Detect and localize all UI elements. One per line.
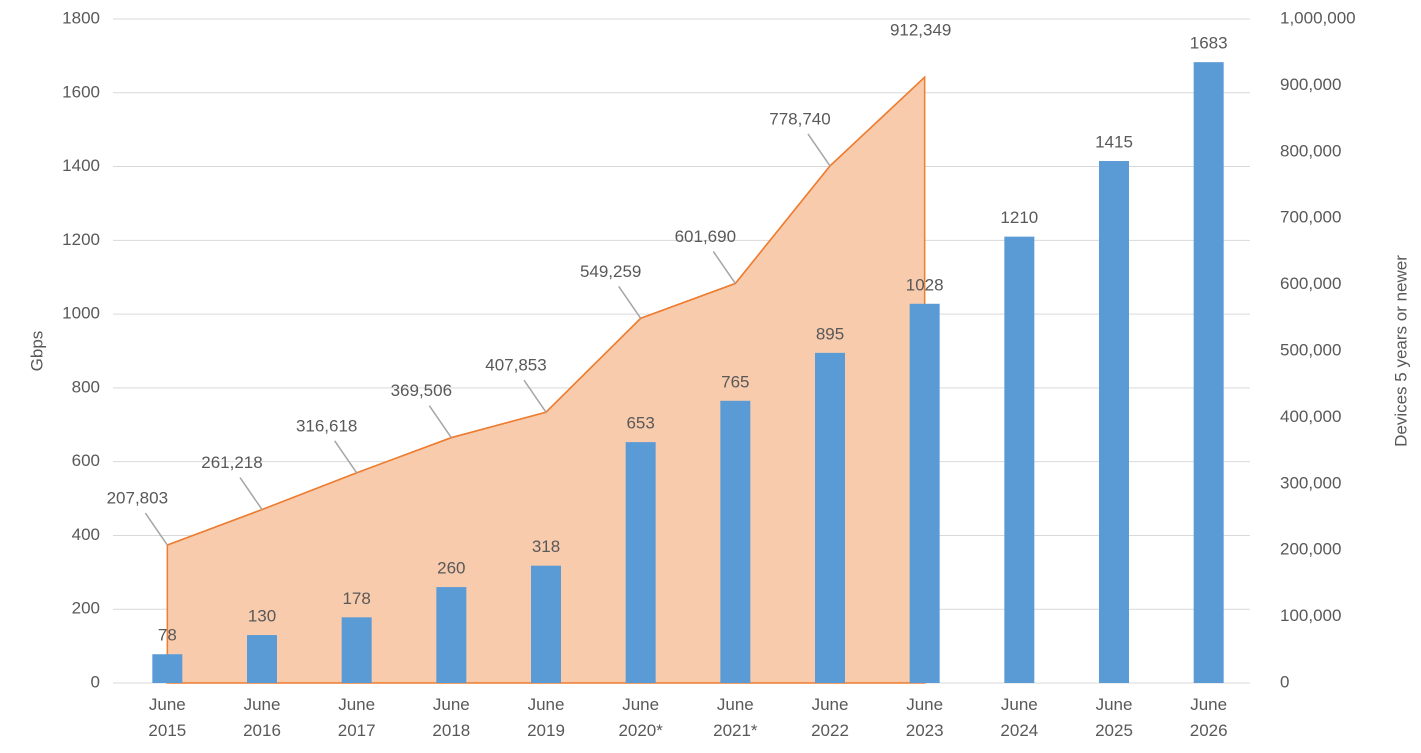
y2-tick-label: 200,000 <box>1280 540 1341 559</box>
leader-line <box>523 379 547 413</box>
y2-tick-label: 500,000 <box>1280 340 1341 359</box>
bar <box>341 617 372 683</box>
x-tick-label: June 2023 <box>906 695 944 740</box>
leader-line <box>239 477 263 510</box>
y2-tick-label: 1,000,000 <box>1280 8 1356 27</box>
y2-tick-label: 900,000 <box>1280 75 1341 94</box>
area-value-label: 778,740 <box>769 109 830 128</box>
y-tick-label: 1600 <box>62 82 100 101</box>
bar-value-label: 130 <box>248 607 276 626</box>
bar <box>247 635 277 683</box>
bar-value-label: 318 <box>532 537 560 556</box>
y2-tick-label: 400,000 <box>1280 407 1341 426</box>
bar-value-label: 1683 <box>1190 34 1228 53</box>
y2-tick-label: 800,000 <box>1280 141 1341 160</box>
labels-layer: 0 200 400 600 800 1000 1200 1400 1600 1800 0 100,00… <box>62 8 1355 740</box>
leader-line <box>144 512 168 546</box>
bar-value-label: 765 <box>721 372 749 391</box>
area-value-label: 407,853 <box>485 356 546 375</box>
x-tick-label: June 2015 <box>148 695 186 740</box>
leader-line <box>334 440 358 474</box>
x-tick-label: June 2019 <box>527 695 565 740</box>
y-axis-title: Gbps <box>27 331 46 372</box>
bar-value-label: 1415 <box>1095 133 1133 152</box>
y2-axis-title: Devices 5 years or newer <box>1391 255 1410 447</box>
bar <box>1004 236 1035 683</box>
area-value-label: 549,259 <box>580 262 641 281</box>
bar-value-label: 1210 <box>1000 208 1038 227</box>
bar-value-label: 178 <box>342 589 370 608</box>
x-tick-label: June 2020* <box>618 695 663 740</box>
leader-line <box>712 251 736 284</box>
area-value-label: 369,506 <box>391 381 452 400</box>
x-tick-label: June 2022 <box>811 695 849 740</box>
area-value-label: 261,218 <box>201 453 262 472</box>
bar <box>1193 62 1224 684</box>
y2-tick-label: 600,000 <box>1280 274 1341 293</box>
y2-tick-label: 300,000 <box>1280 473 1341 492</box>
y-tick-label: 1000 <box>62 304 100 323</box>
x-tick-label: June 2021* <box>713 695 758 740</box>
y2-tick-label: 0 <box>1280 672 1289 691</box>
y-tick-label: 200 <box>72 599 100 618</box>
bar-value-label: 653 <box>626 414 654 433</box>
bars-layer <box>152 62 1224 684</box>
bar-value-label: 1028 <box>906 275 944 294</box>
area-value-label: 207,803 <box>107 489 168 508</box>
y-tick-label: 1200 <box>62 230 100 249</box>
bar-value-label: 78 <box>158 626 177 645</box>
y2-tick-label: 700,000 <box>1280 208 1341 227</box>
x-tick-label: June 2017 <box>338 695 376 740</box>
y2-tick-label: 100,000 <box>1280 606 1341 625</box>
bar <box>436 587 467 683</box>
leader-line <box>618 285 642 319</box>
area-value-label: 912,349 <box>890 21 951 40</box>
bar <box>1099 161 1129 683</box>
x-tick-label: June 2024 <box>1000 695 1038 740</box>
y-tick-label: 600 <box>72 451 100 470</box>
x-tick-label: June 2018 <box>432 695 470 740</box>
bar <box>720 400 751 683</box>
leader-line <box>807 133 831 167</box>
y-tick-label: 400 <box>72 525 100 544</box>
bar-value-label: 260 <box>437 559 465 578</box>
bar <box>531 565 561 683</box>
x-tick-label: June 2016 <box>243 695 281 740</box>
bar <box>152 654 183 683</box>
area-value-label: 601,690 <box>675 227 736 246</box>
bar <box>815 352 845 683</box>
x-tick-label: June 2025 <box>1095 695 1133 740</box>
x-tick-label: June 2026 <box>1190 695 1228 740</box>
bar <box>909 303 940 683</box>
bar-value-label: 895 <box>816 324 844 343</box>
leader-line <box>428 405 452 439</box>
y-tick-label: 1800 <box>62 8 100 27</box>
y-tick-label: 800 <box>72 377 100 396</box>
area-value-label: 316,618 <box>296 416 357 435</box>
y-tick-label: 1400 <box>62 156 100 175</box>
bar <box>625 442 656 683</box>
y-tick-label: 0 <box>91 672 100 691</box>
